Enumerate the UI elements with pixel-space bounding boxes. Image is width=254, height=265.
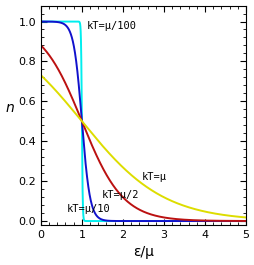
Text: kT=μ/10: kT=μ/10 xyxy=(66,204,110,214)
Text: kT=μ: kT=μ xyxy=(141,172,166,182)
Y-axis label: n: n xyxy=(6,101,14,115)
Text: kT=μ/100: kT=μ/100 xyxy=(86,20,136,30)
X-axis label: ε/μ: ε/μ xyxy=(132,245,153,259)
Text: kT=μ/2: kT=μ/2 xyxy=(101,190,138,200)
